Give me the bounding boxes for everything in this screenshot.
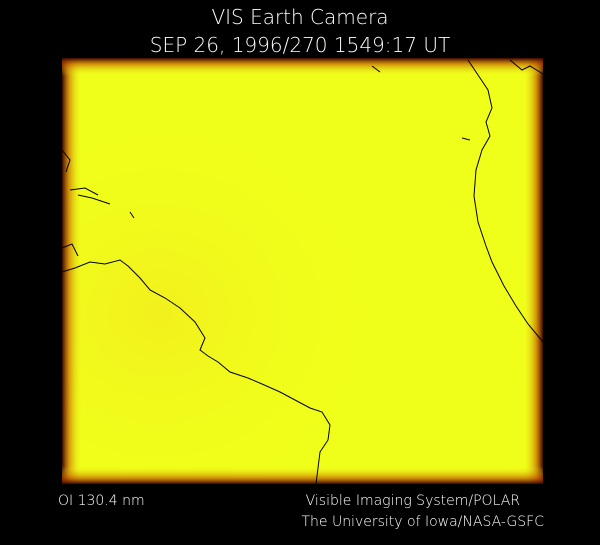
coastlines [61, 59, 544, 485]
edge-bottom [62, 466, 543, 484]
edge-right [523, 58, 543, 484]
edge-top [62, 58, 543, 76]
edge-left [62, 58, 82, 484]
credit-line: Visible Imaging System/POLAR [306, 493, 520, 509]
image-mottle [62, 58, 543, 484]
title: VIS Earth Camera [211, 5, 388, 29]
caribbean-coast [61, 149, 135, 257]
credit-line: The University of Iowa/NASA-GSFC [301, 514, 544, 530]
africa-coast [467, 59, 544, 343]
earth-image [61, 58, 544, 485]
minor-coast [371, 59, 544, 141]
subtitle: SEP 26, 1996/270 1549:17 UT [150, 33, 450, 57]
wavelength-label: OI 130.4 nm [58, 493, 145, 509]
south-america-coast [61, 259, 331, 485]
